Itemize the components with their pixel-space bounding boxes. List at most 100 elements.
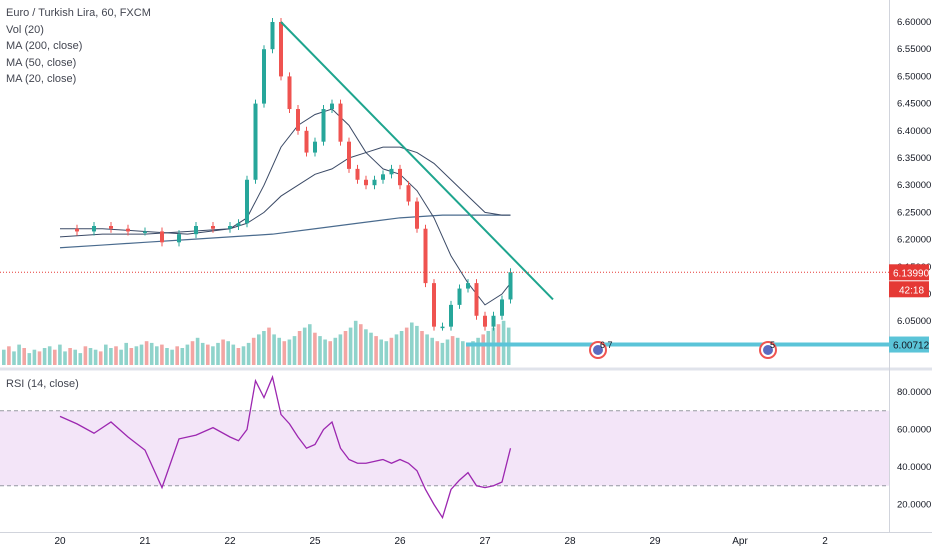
candle-body — [160, 231, 164, 243]
time-axis-tick: 25 — [309, 536, 321, 547]
volume-bar — [364, 329, 368, 365]
candle-body — [321, 109, 326, 142]
candle-body — [304, 130, 309, 153]
volume-bar — [32, 349, 37, 365]
candle-body — [245, 179, 249, 224]
volume-bar — [22, 348, 26, 365]
volume-bar — [267, 327, 271, 365]
volume-bar — [241, 346, 246, 365]
candle-body — [194, 226, 198, 235]
event-marker-flag-icon — [763, 345, 773, 355]
volume-bar — [221, 339, 225, 365]
candle-body — [270, 22, 275, 50]
time-axis-tick: 26 — [394, 536, 406, 547]
volume-bar — [195, 337, 200, 365]
candle-body — [449, 304, 453, 327]
support-badge — [889, 336, 929, 353]
trendline[interactable] — [280, 21, 554, 301]
price-axis-tick: 6.60000 — [897, 17, 931, 28]
last-price-label: 6.13990 — [893, 268, 930, 279]
volume-bar — [313, 332, 317, 365]
volume-bar — [185, 344, 190, 365]
rsi-indicator-label[interactable]: RSI (14, close) — [6, 378, 79, 390]
volume-bar — [175, 346, 179, 365]
legend: Euro / Turkish Lira, 60, FXCM Vol (20) M… — [6, 5, 151, 88]
volume-bar — [47, 346, 52, 365]
candle-body — [364, 179, 368, 186]
volume-bar — [2, 349, 6, 365]
candle-body — [279, 22, 283, 77]
rsi-line — [59, 374, 512, 520]
volume-bar — [114, 346, 118, 365]
rsi-axis-tick: 40.0000 — [897, 462, 931, 473]
volume-bar — [282, 341, 287, 365]
volume-bar — [139, 344, 144, 365]
volume-bar — [415, 325, 419, 365]
volume-bar — [206, 344, 210, 365]
price-axis-tick: 6.05000 — [897, 316, 931, 327]
candle-body — [372, 179, 377, 186]
volume-bar — [430, 337, 434, 365]
volume-bar — [338, 334, 343, 365]
volume-bar — [384, 341, 389, 365]
candle-body — [253, 103, 258, 180]
price-axis-tick: 6.30000 — [897, 180, 931, 191]
time-axis-tick: 29 — [649, 536, 661, 547]
indicator-vol[interactable]: Vol (20) — [6, 23, 44, 36]
volume-bar — [68, 348, 72, 365]
indicator-ma20[interactable]: MA (20, close) — [6, 73, 77, 85]
volume-bar — [226, 341, 230, 365]
volume-bar — [257, 334, 261, 365]
candle-body — [432, 283, 436, 327]
candle-body — [347, 141, 351, 169]
indicator-ma200[interactable]: MA (200, close) — [6, 40, 83, 52]
volume-bar — [425, 334, 429, 365]
volume-bar — [17, 344, 21, 365]
volume-bar — [262, 331, 266, 365]
candle-body — [508, 272, 513, 300]
volume-bar — [318, 336, 322, 365]
candle-body — [415, 201, 419, 229]
volume-bar — [129, 348, 134, 365]
volume-bar — [333, 337, 338, 365]
candle-body — [338, 103, 343, 142]
candle-body — [109, 226, 113, 229]
indicator-ma50[interactable]: MA (50, close) — [6, 56, 77, 69]
volume-bar — [180, 348, 185, 365]
candle-body — [143, 231, 147, 233]
candle-body — [389, 168, 394, 175]
volume-bar — [323, 339, 327, 365]
volume-bar — [486, 331, 491, 365]
volume-bar — [27, 353, 32, 365]
candle-body — [313, 141, 317, 153]
volume-bar — [58, 344, 62, 365]
symbol-title[interactable]: Euro / Turkish Lira, 60, FXCM — [6, 7, 151, 19]
volume-bar — [236, 348, 241, 365]
volume-bar — [481, 334, 485, 365]
volume-bar — [308, 324, 312, 365]
volume-bar — [455, 337, 460, 365]
volume-bar — [369, 332, 373, 365]
volume-bar — [374, 336, 378, 365]
volume-bar — [343, 331, 348, 365]
volume-bar — [12, 351, 16, 365]
volume-bar — [37, 351, 42, 365]
rsi-band — [0, 410, 889, 486]
volume-bar — [109, 348, 113, 365]
rsi-axis-tick: 60.0000 — [897, 425, 931, 436]
price-axis-tick: 6.55000 — [897, 44, 931, 55]
time-axis-tick: 21 — [139, 536, 151, 547]
volume-bar — [292, 336, 297, 365]
volume-bar — [124, 342, 128, 365]
candle-body — [483, 315, 487, 327]
countdown-badge — [889, 281, 929, 298]
support-label: 6.00712 — [893, 341, 930, 352]
rsi-axis-tick: 80.0000 — [897, 387, 931, 398]
volume-bar — [389, 337, 394, 365]
price-axis-tick: 6.25000 — [897, 207, 931, 218]
volume-bar — [160, 344, 164, 365]
volume-bar — [42, 348, 47, 365]
volume-bar — [328, 341, 332, 365]
volume-bar — [7, 346, 11, 365]
